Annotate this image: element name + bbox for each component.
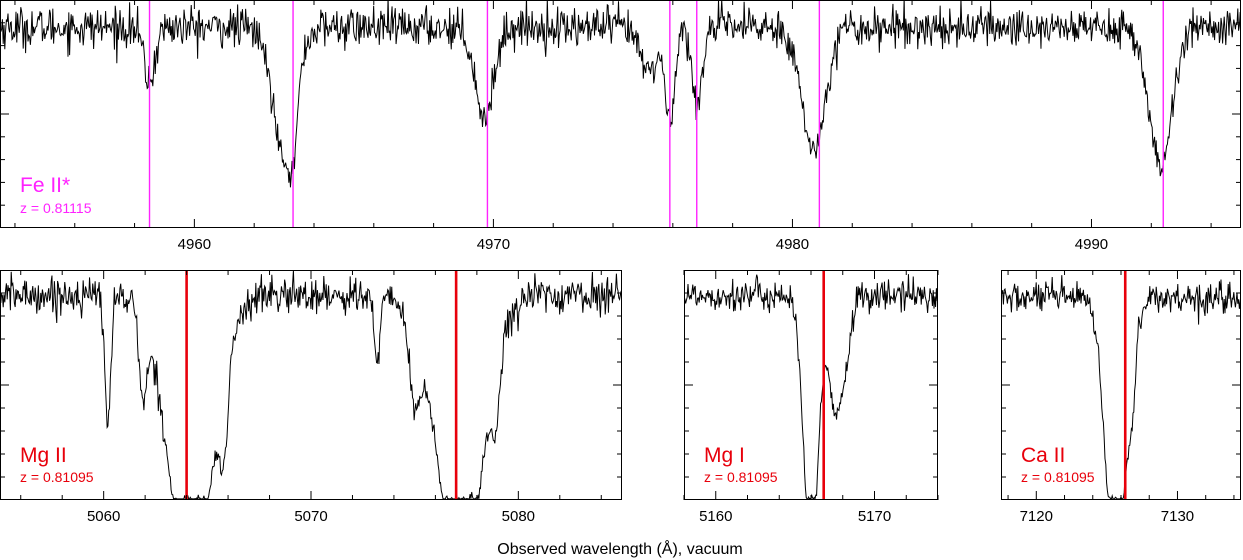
panel-fe-ii-star: 4960 4970 4980 4990 Fe II* z = 0.81115 — [0, 0, 1241, 253]
redshift-label-mg2: z = 0.81095 — [20, 469, 94, 485]
ion-label-mg1: Mg I — [704, 444, 745, 467]
x-tick-label-mg1-0: 5160 — [699, 508, 732, 525]
x-axis-label: Observed wavelength (Å), vacuum — [497, 539, 742, 558]
panel-ca-ii: 7120 7130 Ca II z = 0.81095 — [1001, 270, 1241, 525]
x-tick-label-mg1-1: 5170 — [858, 508, 891, 525]
x-tick-label-mg2-1: 5070 — [294, 508, 327, 525]
x-tick-label-ca2-0: 7120 — [1020, 508, 1053, 525]
redshift-label-mg1: z = 0.81095 — [704, 469, 778, 485]
ion-label-ca2: Ca II — [1021, 444, 1065, 467]
redshift-label-fe: z = 0.81115 — [20, 200, 92, 216]
ion-label-mg2: Mg II — [20, 444, 67, 467]
x-tick-label-fe-1: 4970 — [477, 236, 510, 253]
x-tick-label-fe-3: 4990 — [1075, 236, 1108, 253]
panel-mg-ii: 5060 5070 5080 Mg II z = 0.81095 — [0, 270, 622, 525]
spectrum-line-fe — [0, 0, 1241, 188]
redshift-label-ca2: z = 0.81095 — [1021, 469, 1095, 485]
x-tick-label-fe-0: 4960 — [178, 236, 211, 253]
x-tick-label-ca2-1: 7130 — [1161, 508, 1194, 525]
x-tick-label-mg2-2: 5080 — [502, 508, 535, 525]
panel-mg-i: 5160 5170 Mg I z = 0.81095 — [683, 270, 939, 525]
x-tick-label-mg2-0: 5060 — [87, 508, 120, 525]
ion-label-fe: Fe II* — [20, 174, 70, 197]
spectrum-line-mg2 — [0, 270, 622, 500]
x-tick-label-fe-2: 4980 — [776, 236, 809, 253]
